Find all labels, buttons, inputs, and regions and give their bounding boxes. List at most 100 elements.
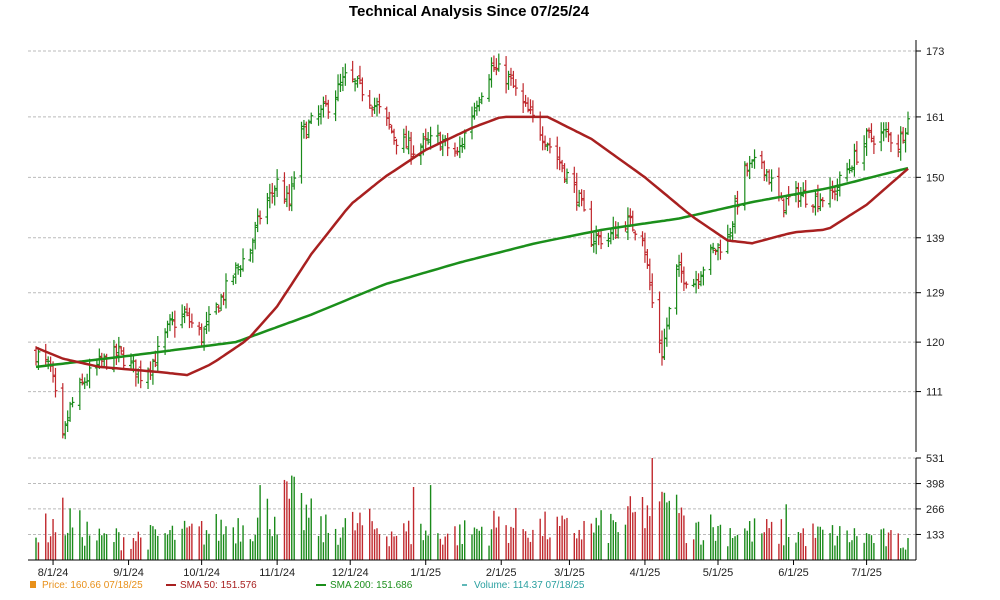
sma-50-line bbox=[35, 115, 909, 377]
ohlc-bar bbox=[903, 127, 908, 153]
ohlc-bar bbox=[871, 135, 876, 155]
price-tick-label: 111 bbox=[926, 387, 943, 399]
volume-tick-label: 266 bbox=[926, 504, 944, 516]
ohlc-bar bbox=[628, 208, 633, 227]
ohlc-bar bbox=[282, 172, 287, 204]
ohlc-bar bbox=[233, 262, 238, 284]
price-tick-label: 161 bbox=[926, 112, 944, 124]
ohlc-bar bbox=[869, 123, 874, 143]
ohlc-bar bbox=[321, 96, 326, 118]
ohlc-bar bbox=[180, 304, 185, 329]
ohlc-bar bbox=[543, 135, 548, 151]
ohlc-bar bbox=[494, 58, 499, 76]
ohlc-bar bbox=[292, 171, 297, 190]
x-axis-ticks: 8/1/24 9/1/24 10/1/24 11/1/24 12/1/24 1/1/25 2… bbox=[38, 560, 882, 579]
legend-label: Price: 160.66 07/18/25 bbox=[42, 580, 143, 591]
ohlc-bar bbox=[470, 106, 474, 140]
ohlc-bar bbox=[659, 330, 664, 366]
ohlc-bar bbox=[506, 70, 511, 90]
chart-title: Technical Analysis Since 07/25/24 bbox=[349, 3, 590, 20]
ohlc-bar bbox=[65, 410, 70, 432]
ohlc-bar bbox=[121, 347, 126, 370]
ohlc-bar bbox=[216, 304, 221, 313]
ohlc-bar bbox=[820, 197, 825, 208]
ohlc-bar bbox=[219, 293, 224, 311]
ohlc-bar bbox=[265, 192, 270, 225]
ohlc-bar bbox=[762, 160, 767, 182]
ohlc-bar bbox=[547, 137, 552, 154]
ohlc-bar bbox=[170, 311, 175, 326]
x-tick-label: 10/1/24 bbox=[183, 567, 220, 579]
ohlc-bar bbox=[343, 63, 348, 86]
ohlc-bar bbox=[253, 221, 258, 250]
ohlc-bar bbox=[888, 131, 893, 153]
ohlc-bar bbox=[46, 356, 51, 370]
ohlc-bar bbox=[667, 306, 672, 330]
price-y-ticks: 111 120 129 139 150 161 173 bbox=[916, 46, 944, 399]
ohlc-bar bbox=[657, 291, 662, 354]
ohlc-bar bbox=[781, 198, 786, 218]
ohlc-bar bbox=[530, 100, 535, 123]
ohlc-bar bbox=[540, 126, 545, 151]
ohlc-bar bbox=[355, 75, 360, 88]
ohlc-bar bbox=[526, 97, 531, 113]
legend: Price: 160.66 07/18/25 SMA 50: 151.576 SMA… bbox=[30, 580, 585, 591]
ohlc-bar bbox=[387, 111, 392, 130]
ohlc-bar bbox=[80, 373, 85, 386]
ohlc-bar bbox=[53, 367, 58, 398]
ohlc-bar bbox=[204, 311, 209, 335]
ohlc-bar bbox=[119, 346, 124, 355]
ohlc-bar bbox=[696, 273, 701, 289]
x-tick-label: 2/1/25 bbox=[486, 567, 517, 579]
ohlc-bar bbox=[357, 65, 362, 85]
ohlc-bar bbox=[306, 119, 311, 139]
ohlc-bar bbox=[560, 159, 565, 173]
ohlc-bar bbox=[545, 142, 550, 152]
ohlc-bar bbox=[255, 208, 260, 233]
ohlc-bar bbox=[353, 78, 358, 92]
ohlc-bar bbox=[248, 248, 253, 262]
volume-gridlines bbox=[28, 457, 916, 535]
ohlc-bar bbox=[718, 239, 723, 260]
x-tick-label: 4/1/25 bbox=[630, 567, 661, 579]
x-tick-label: 8/1/24 bbox=[38, 567, 69, 579]
ohlc-bar bbox=[394, 138, 399, 155]
ohlc-bar bbox=[304, 121, 309, 140]
ohlc-bar bbox=[884, 122, 889, 138]
ohlc-bar bbox=[599, 228, 604, 250]
ohlc-bar bbox=[287, 184, 292, 211]
ohlc-bar bbox=[452, 142, 457, 157]
ohlc-bar bbox=[849, 165, 854, 173]
ohlc-bar bbox=[750, 159, 755, 168]
ohlc-bar bbox=[460, 137, 465, 153]
price-tick-label: 129 bbox=[926, 288, 944, 300]
ohlc-bar bbox=[713, 248, 718, 256]
ohlc-bar bbox=[845, 162, 850, 182]
ohlc-bar bbox=[360, 77, 365, 102]
ohlc-bar bbox=[730, 221, 735, 243]
ohlc-bar bbox=[862, 135, 867, 171]
ohlc-bar bbox=[508, 67, 513, 86]
ohlc-bar bbox=[477, 96, 482, 112]
ohlc-bar bbox=[645, 248, 650, 269]
x-tick-label: 1/1/25 bbox=[410, 567, 441, 579]
ohlc-bar bbox=[847, 159, 852, 174]
ohlc-bar bbox=[579, 189, 584, 207]
price-tick-label: 139 bbox=[926, 233, 944, 245]
ohlc-bar bbox=[423, 128, 428, 149]
volume-tick-label: 133 bbox=[926, 529, 944, 541]
ohlc-bar bbox=[435, 124, 440, 145]
ohlc-bar bbox=[392, 128, 397, 145]
ohlc-bar bbox=[679, 252, 684, 283]
ohlc-bar bbox=[830, 180, 835, 200]
ohlc-bar bbox=[338, 73, 343, 93]
ohlc-bar bbox=[197, 321, 202, 336]
x-tick-label: 11/1/24 bbox=[259, 567, 295, 579]
ohlc-bar bbox=[589, 200, 594, 247]
ohlc-bar bbox=[796, 182, 801, 208]
volume-tick-label: 531 bbox=[926, 453, 944, 465]
ohlc-bar bbox=[886, 122, 891, 143]
ohlc-bar bbox=[698, 271, 703, 287]
volume-y-ticks: 133 266 398 531 bbox=[916, 453, 944, 541]
